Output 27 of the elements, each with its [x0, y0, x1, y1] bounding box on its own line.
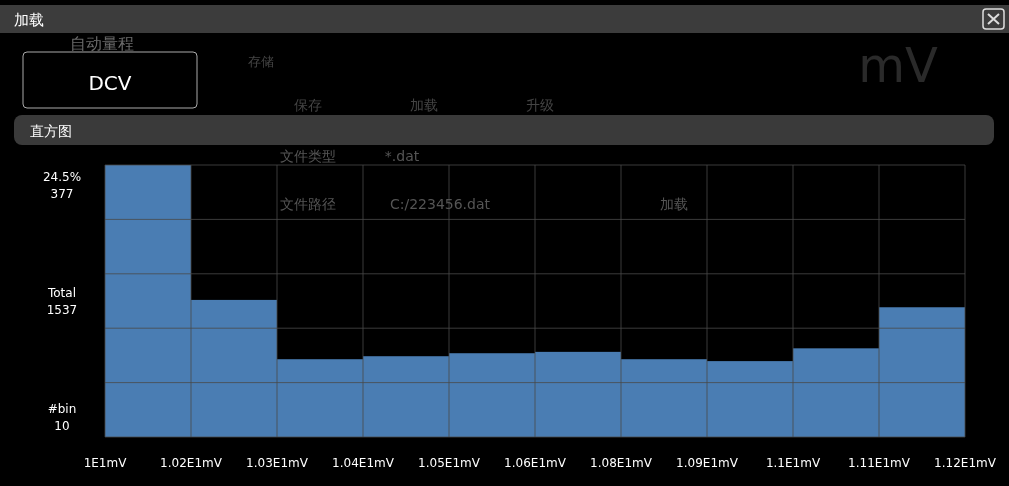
annotation: 加载: [660, 196, 688, 212]
text: Total 1537: [46, 286, 78, 318]
text: *.dat: [384, 148, 420, 164]
text: 文件类型: [280, 148, 336, 164]
annotation: 文件路径: [280, 196, 336, 212]
text: 1.04E1mV: [332, 456, 395, 470]
chart-title: 加载: [14, 11, 44, 29]
chart-subtitle: 直方图: [30, 123, 72, 139]
text: 保存: [294, 97, 322, 113]
text: 1.05E1mV: [418, 456, 481, 470]
text: 存储: [248, 54, 274, 69]
text: 升级: [526, 97, 554, 113]
text: 1.12E1mV: [934, 456, 997, 470]
text: 1.02E1mV: [160, 456, 223, 470]
text: DCV: [88, 71, 132, 95]
text: 加载: [410, 97, 438, 113]
text: 24.5% 377: [42, 170, 82, 202]
text: 1.09E1mV: [676, 456, 739, 470]
text: 1.11E1mV: [848, 456, 911, 470]
text: 1.08E1mV: [590, 456, 653, 470]
annotation: C:/223456.dat: [389, 196, 491, 212]
text: #bin 10: [47, 402, 77, 434]
text: 1.06E1mV: [504, 456, 567, 470]
text: 自动量程: [70, 34, 134, 53]
text: 1.1E1mV: [765, 456, 821, 470]
text: 1E1mV: [83, 456, 128, 470]
text: 1.03E1mV: [246, 456, 309, 470]
